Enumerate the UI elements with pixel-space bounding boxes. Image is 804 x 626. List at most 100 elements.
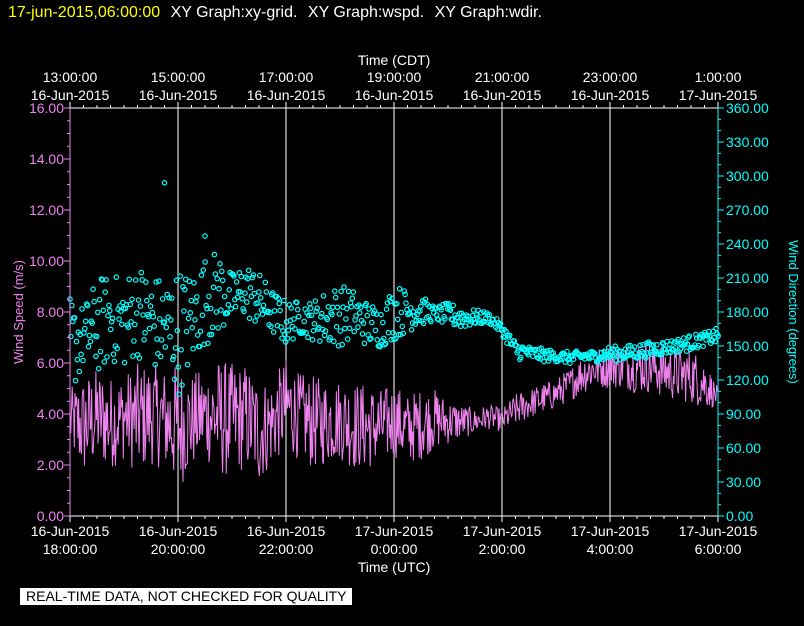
wind-direction-point bbox=[473, 312, 480, 318]
wind-direction-point bbox=[189, 324, 196, 331]
wind-direction-point bbox=[105, 312, 111, 319]
wind-direction-point bbox=[85, 343, 92, 350]
wind-direction-point bbox=[570, 356, 577, 363]
wind-direction-point bbox=[162, 344, 169, 350]
wind-direction-point bbox=[176, 391, 183, 398]
wind-direction-point bbox=[150, 313, 157, 320]
wind-direction-point bbox=[364, 312, 371, 319]
wind-direction-point bbox=[72, 377, 79, 384]
wind-direction-point bbox=[311, 320, 318, 327]
wind-direction-point bbox=[684, 341, 691, 347]
wind-direction-point bbox=[469, 312, 476, 319]
wind-direction-point bbox=[151, 323, 158, 329]
wind-direction-point bbox=[470, 307, 477, 313]
wind-direction-point bbox=[324, 316, 331, 323]
wind-direction-point bbox=[194, 294, 200, 300]
wind-direction-point bbox=[525, 351, 532, 358]
wind-direction-point bbox=[399, 323, 406, 330]
wind-direction-point bbox=[478, 310, 484, 316]
wind-direction-point bbox=[631, 344, 638, 350]
right-tick-label-10: 300.00 bbox=[726, 168, 769, 184]
wind-direction-point bbox=[260, 302, 267, 309]
wind-direction-point bbox=[329, 311, 335, 318]
wind-direction-point bbox=[206, 293, 212, 300]
wind-direction-point bbox=[396, 285, 403, 292]
wind-direction-point bbox=[79, 306, 85, 312]
wind-direction-point bbox=[445, 300, 452, 307]
wind-direction-point bbox=[641, 350, 647, 357]
wind-direction-point bbox=[449, 316, 456, 323]
wind-direction-point bbox=[117, 303, 123, 309]
wind-direction-point bbox=[380, 335, 387, 342]
wind-direction-point bbox=[141, 336, 147, 343]
wind-direction-point bbox=[303, 329, 309, 336]
right-tick-label-3: 90.00 bbox=[726, 406, 761, 422]
wind-direction-point bbox=[686, 333, 693, 339]
wind-direction-point bbox=[649, 351, 656, 358]
wind-direction-point bbox=[159, 296, 166, 302]
wind-direction-point bbox=[68, 333, 74, 340]
wind-direction-point bbox=[91, 298, 97, 305]
wind-direction-point bbox=[617, 348, 624, 355]
wind-direction-point bbox=[356, 309, 363, 316]
wind-direction-point bbox=[99, 276, 106, 283]
header-timestamp: 17-jun-2015,06:00:00 bbox=[8, 4, 161, 21]
wind-direction-point bbox=[644, 350, 651, 356]
wind-direction-point bbox=[182, 286, 188, 293]
wind-direction-point bbox=[517, 354, 524, 361]
wind-direction-point bbox=[102, 289, 109, 295]
wind-direction-point bbox=[248, 293, 255, 300]
wind-direction-point bbox=[284, 335, 291, 342]
wind-direction-point bbox=[403, 300, 409, 306]
wind-direction-point bbox=[330, 304, 336, 311]
wind-direction-point bbox=[673, 349, 680, 356]
wind-direction-point bbox=[277, 307, 283, 314]
wind-direction-point bbox=[242, 290, 248, 297]
wind-direction-point bbox=[254, 313, 260, 319]
wind-direction-point bbox=[154, 336, 160, 342]
left-tick-label-3: 6.00 bbox=[37, 355, 64, 371]
wind-direction-point bbox=[318, 310, 325, 317]
wind-direction-point bbox=[171, 376, 178, 383]
right-tick-label-2: 60.00 bbox=[726, 440, 761, 456]
wind-direction-point bbox=[158, 337, 165, 343]
wind-direction-point bbox=[389, 295, 395, 302]
wind-direction-point bbox=[279, 335, 285, 342]
wind-direction-point bbox=[402, 291, 408, 298]
wind-direction-point bbox=[290, 336, 296, 342]
wind-direction-point bbox=[344, 336, 351, 342]
wind-direction-point bbox=[314, 305, 321, 312]
wind-direction-point bbox=[89, 320, 96, 326]
wind-direction-point bbox=[338, 288, 345, 295]
wind-direction-point bbox=[202, 259, 209, 265]
wind-direction-point bbox=[137, 303, 144, 309]
wind-direction-point bbox=[132, 277, 139, 283]
top-tick-date-3: 16-Jun-2015 bbox=[355, 87, 434, 103]
wind-direction-point bbox=[320, 293, 327, 299]
wind-direction-point bbox=[231, 273, 237, 279]
top-tick-date-4: 16-Jun-2015 bbox=[463, 87, 542, 103]
wind-direction-point bbox=[226, 286, 233, 293]
wind-direction-point bbox=[181, 308, 187, 314]
wind-direction-point bbox=[198, 272, 205, 278]
wind-direction-point bbox=[264, 309, 271, 316]
wind-direction-point bbox=[96, 296, 103, 303]
wind-direction-point bbox=[464, 316, 470, 323]
wind-direction-point bbox=[300, 329, 307, 335]
wind-direction-point bbox=[107, 326, 114, 333]
wind-direction-point bbox=[365, 332, 371, 338]
wind-direction-point bbox=[240, 306, 246, 312]
wind-direction-point bbox=[200, 267, 207, 273]
wind-direction-point bbox=[97, 348, 104, 355]
wind-direction-point bbox=[109, 315, 116, 322]
wind-direction-point bbox=[80, 357, 86, 364]
wind-direction-point bbox=[312, 298, 319, 304]
wind-direction-point bbox=[434, 316, 441, 322]
wind-direction-point bbox=[214, 275, 221, 282]
wind-direction-point bbox=[267, 309, 273, 316]
wind-direction-point bbox=[416, 317, 422, 324]
header-graph-grid: XY Graph:xy-grid. bbox=[170, 4, 298, 21]
wind-direction-point bbox=[368, 335, 374, 342]
wind-direction-point bbox=[82, 318, 89, 325]
